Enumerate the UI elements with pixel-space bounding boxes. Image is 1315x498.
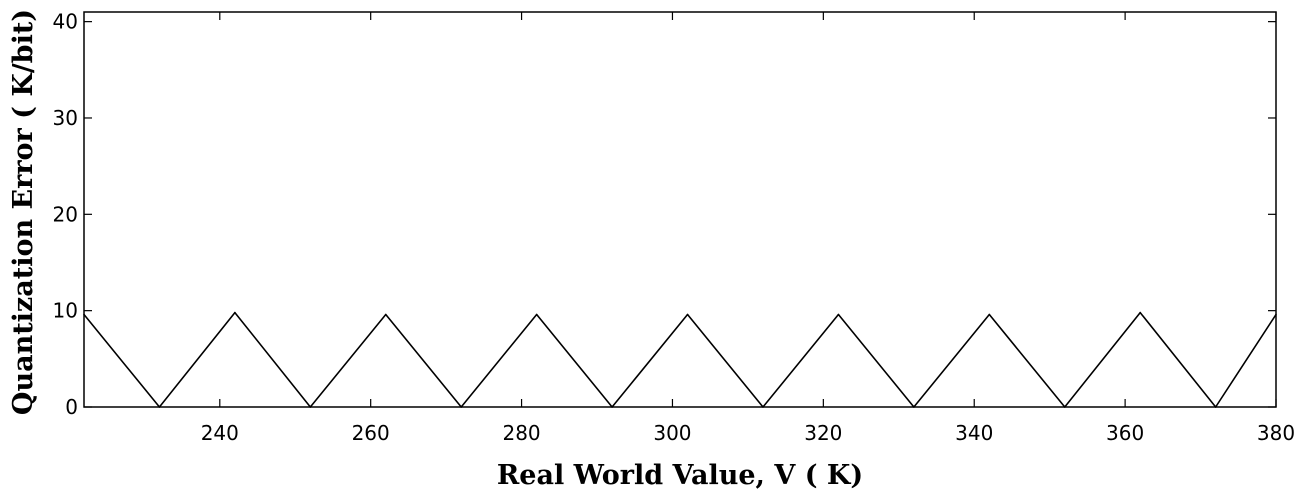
- data-point: [988, 313, 991, 316]
- data-point: [384, 313, 387, 316]
- y-axis-title: Quantization Error ( K/bit): [8, 9, 39, 415]
- y-tick-label: 30: [53, 106, 78, 130]
- series-line: [83, 311, 1277, 408]
- x-tick-label: 340: [955, 421, 993, 445]
- data-point: [1214, 406, 1217, 408]
- data-point: [762, 406, 764, 408]
- x-ticks: 240 260 280 300 320 340 360 380: [201, 12, 1295, 445]
- plot-frame: [83, 11, 1277, 408]
- x-axis-title: Real World Value, V ( K): [497, 460, 863, 491]
- data-point: [1139, 311, 1142, 314]
- x-tick-label: 380: [1257, 421, 1295, 445]
- x-tick-label: 360: [1106, 421, 1144, 445]
- data-point: [535, 313, 538, 316]
- data-point: [309, 406, 312, 408]
- data-point: [234, 311, 236, 314]
- y-ticks: 0 10 20 30 40: [53, 10, 1276, 419]
- data-point: [158, 406, 161, 408]
- x-tick-label: 280: [502, 421, 540, 445]
- data-point: [837, 313, 840, 316]
- data-point: [1063, 406, 1066, 408]
- y-tick-label: 0: [65, 395, 78, 419]
- x-tick-label: 320: [804, 421, 842, 445]
- x-tick-label: 240: [201, 421, 239, 445]
- data-point: [83, 313, 85, 316]
- x-tick-label: 260: [352, 421, 390, 445]
- y-tick-label: 40: [53, 10, 78, 34]
- y-tick-label: 10: [53, 299, 78, 323]
- data-point: [611, 406, 613, 408]
- x-tick-label: 300: [653, 421, 691, 445]
- data-point: [686, 313, 689, 316]
- series-layer: [83, 311, 1277, 408]
- data-point: [460, 406, 463, 408]
- y-tick-label: 20: [53, 202, 78, 226]
- data-point: [913, 406, 915, 408]
- data-point: [1275, 313, 1277, 316]
